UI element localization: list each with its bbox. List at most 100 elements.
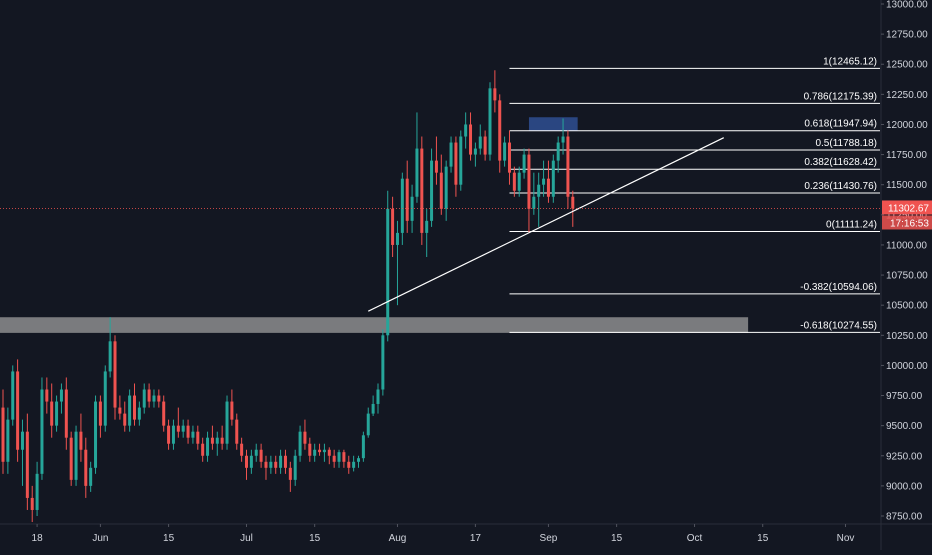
candle-body bbox=[259, 449, 263, 462]
trendline bbox=[367, 137, 725, 312]
x-tick-label: Jul bbox=[240, 533, 253, 544]
candle-body bbox=[98, 401, 102, 426]
candle-body bbox=[6, 419, 10, 462]
candle-body bbox=[128, 395, 132, 426]
x-tick-label: 15 bbox=[309, 533, 321, 544]
candle-body bbox=[196, 431, 200, 444]
candle-body bbox=[123, 413, 127, 426]
candle-body bbox=[142, 389, 146, 408]
candle-body bbox=[327, 449, 331, 456]
candle-body bbox=[425, 220, 429, 233]
y-tick-label: 12750.00 bbox=[886, 30, 928, 41]
countdown-tag bbox=[882, 215, 932, 230]
candle-body bbox=[571, 196, 575, 209]
candle-body bbox=[400, 178, 404, 233]
candle-body bbox=[376, 389, 380, 404]
candle-body bbox=[162, 401, 166, 426]
candle-body bbox=[337, 452, 341, 462]
candle-body bbox=[298, 431, 302, 456]
candle-body bbox=[94, 401, 98, 468]
candle-body bbox=[464, 124, 468, 137]
y-tick-label: 9750.00 bbox=[886, 391, 923, 402]
candle-body bbox=[269, 461, 273, 468]
candle-body bbox=[113, 341, 117, 408]
fib-label: -0.382(10594.06) bbox=[800, 282, 877, 293]
current-price-value: 11302.67 bbox=[888, 203, 929, 214]
candle-body bbox=[313, 449, 317, 456]
candle-body bbox=[561, 136, 565, 143]
candle-body bbox=[459, 136, 463, 185]
candle-body bbox=[45, 389, 49, 402]
candle-body bbox=[225, 401, 229, 444]
x-tick-label: 17 bbox=[470, 533, 482, 544]
candle-body bbox=[11, 371, 15, 420]
candle-body bbox=[186, 425, 190, 438]
candle-body bbox=[167, 425, 171, 444]
candle-body bbox=[546, 178, 550, 197]
candle-body bbox=[347, 461, 351, 468]
candle-body bbox=[357, 458, 361, 462]
candle-body bbox=[366, 413, 370, 436]
fib-label: -0.618(10274.55) bbox=[800, 320, 877, 331]
candle-body bbox=[108, 341, 112, 372]
candle-body bbox=[391, 208, 395, 245]
candle-body bbox=[483, 136, 487, 155]
x-tick-label: Oct bbox=[687, 533, 703, 544]
candle-body bbox=[352, 461, 356, 468]
x-tick-label: Nov bbox=[837, 533, 855, 544]
y-tick-label: 9000.00 bbox=[886, 481, 923, 492]
candle-body bbox=[488, 88, 492, 155]
candle-body bbox=[220, 437, 224, 444]
candle-body bbox=[1, 407, 5, 462]
y-tick-label: 11500.00 bbox=[886, 180, 927, 191]
candle-body bbox=[171, 425, 175, 444]
y-tick-label: 13000.00 bbox=[886, 0, 928, 11]
candle-body bbox=[59, 389, 63, 402]
candle-body bbox=[288, 467, 292, 480]
candle-body bbox=[308, 443, 312, 456]
candle-body bbox=[293, 455, 297, 480]
candle-body bbox=[439, 172, 443, 209]
candle-body bbox=[210, 437, 214, 444]
candle-body bbox=[118, 407, 122, 414]
x-tick-label: 18 bbox=[32, 533, 44, 544]
current-price-tag bbox=[882, 200, 932, 215]
y-tick-label: 10500.00 bbox=[886, 301, 928, 312]
candle-body bbox=[303, 431, 307, 444]
fib-label: 0.618(11947.94) bbox=[804, 119, 877, 130]
candle-body bbox=[157, 395, 161, 402]
candle-body bbox=[176, 425, 180, 432]
candle-body bbox=[152, 395, 156, 402]
candle-body bbox=[420, 148, 424, 233]
x-tick-label: Aug bbox=[389, 533, 407, 544]
candle-body bbox=[371, 403, 375, 414]
candle-body bbox=[517, 172, 521, 191]
y-tick-label: 12500.00 bbox=[886, 60, 928, 71]
candle-body bbox=[332, 455, 336, 462]
candle-body bbox=[84, 449, 88, 486]
candle-body bbox=[322, 449, 326, 453]
candle-body bbox=[147, 389, 151, 402]
candle-body bbox=[181, 425, 185, 432]
candle-body bbox=[201, 443, 205, 456]
candle-body bbox=[20, 431, 24, 450]
candle-body bbox=[40, 389, 44, 474]
candle-body bbox=[235, 419, 239, 444]
candle-body bbox=[245, 455, 248, 468]
candle-body bbox=[556, 142, 560, 161]
candle-body bbox=[74, 431, 78, 480]
candle-body bbox=[79, 431, 83, 450]
candle-body bbox=[449, 142, 453, 167]
y-tick-label: 9500.00 bbox=[886, 421, 923, 432]
candle-body bbox=[25, 431, 29, 498]
candle-body bbox=[283, 455, 287, 468]
candle-body bbox=[473, 148, 477, 155]
y-tick-label: 11750.00 bbox=[886, 150, 927, 161]
y-tick-label: 10000.00 bbox=[886, 361, 928, 372]
candle-body bbox=[240, 443, 244, 456]
resistance-box bbox=[528, 117, 578, 131]
fib-label: 0(11111.24) bbox=[826, 220, 877, 231]
y-tick-label: 10250.00 bbox=[886, 331, 928, 342]
candle-body bbox=[191, 431, 195, 438]
